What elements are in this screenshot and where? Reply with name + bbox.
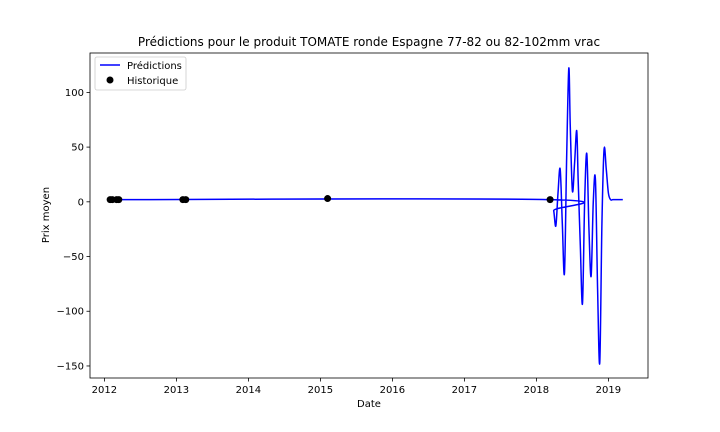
x-tick-label: 2018 [524, 385, 549, 396]
x-tick-label: 2015 [308, 385, 333, 396]
y-tick-label: 50 [71, 143, 84, 154]
predictions-series-line [110, 67, 623, 365]
legend-marker-swatch [106, 76, 114, 84]
historique-point [182, 196, 190, 204]
x-tick-label: 2017 [452, 385, 477, 396]
chart-title: Prédictions pour le produit TOMATE ronde… [138, 35, 600, 49]
legend-entry-historique: Historique [127, 76, 178, 87]
legend: Prédictions Historique [94, 56, 187, 91]
x-tick-label: 2016 [380, 385, 405, 396]
y-tick-label: −50 [63, 252, 84, 263]
x-axis: 2012 2013 2014 2015 2016 2017 2018 2019 [92, 378, 621, 396]
y-axis: 100 50 0 −50 −100 −150 [57, 88, 90, 372]
series-layer [106, 67, 623, 365]
historique-point [546, 196, 554, 204]
y-axis-label: Prix moyen [41, 187, 52, 243]
historique-point [115, 196, 123, 204]
y-tick-label: 100 [65, 88, 84, 99]
x-tick-label: 2019 [596, 385, 621, 396]
x-tick-label: 2013 [164, 385, 189, 396]
plot-frame [89, 52, 649, 379]
x-tick-label: 2012 [92, 385, 117, 396]
x-tick-label: 2014 [236, 385, 261, 396]
y-tick-label: 0 [78, 197, 84, 208]
y-tick-label: −100 [57, 307, 84, 318]
plot-area [106, 67, 623, 365]
legend-entry-predictions: Prédictions [127, 60, 182, 72]
x-axis-label: Date [357, 399, 381, 410]
historique-point [324, 195, 332, 203]
y-tick-label: −150 [57, 361, 84, 372]
